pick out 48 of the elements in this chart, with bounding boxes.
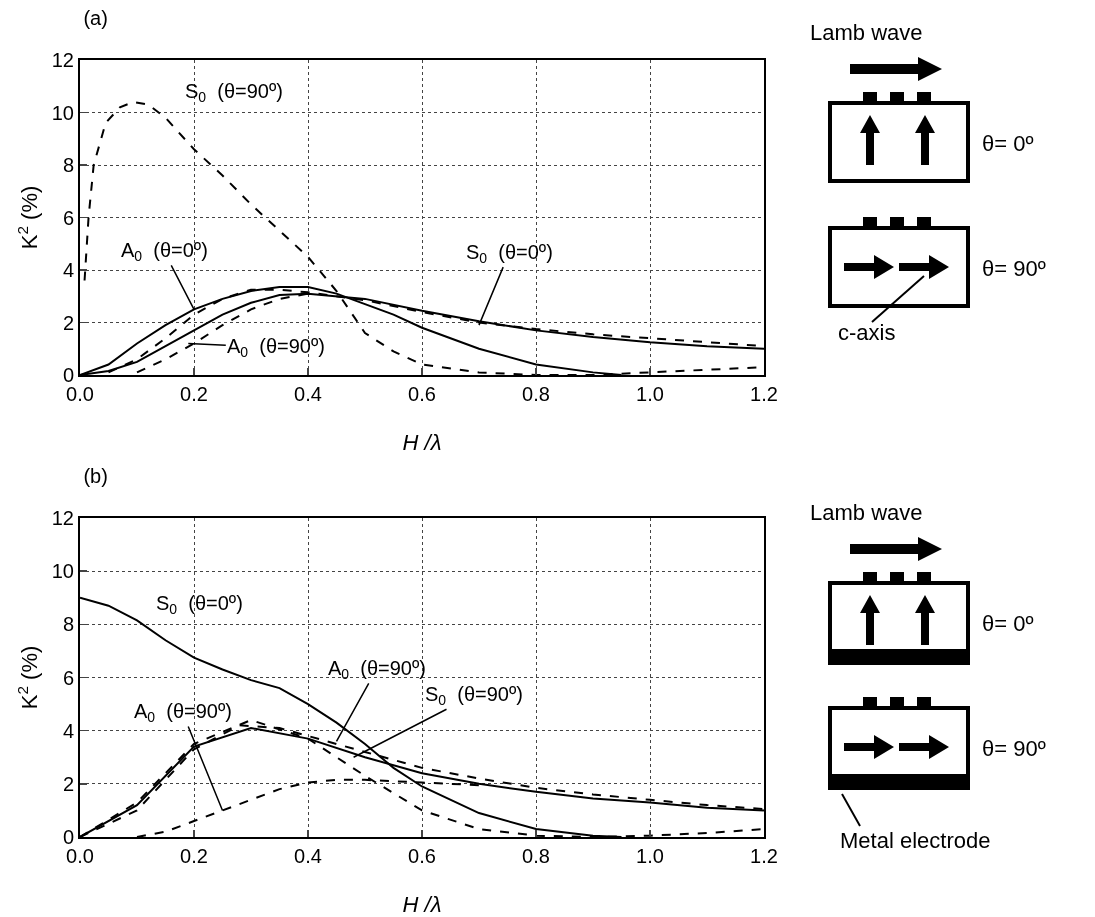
annotation: S$_{0}$ (θ=0º) (156, 592, 243, 618)
x-tick-label: 1.2 (750, 383, 778, 405)
x-tick-label: 1.0 (636, 383, 664, 405)
y-tick-label: 6 (62, 206, 74, 229)
x-tick-label: 1.2 (750, 845, 778, 867)
y-tick-label: 0 (62, 826, 74, 848)
y-tick-label: 2 (62, 772, 74, 795)
text: Lamb wave (810, 20, 923, 45)
text: θ= 90º (982, 736, 1046, 761)
x-tick-label: 0.4 (294, 383, 322, 405)
x-tick-label: 0.4 (294, 845, 322, 867)
annotation: A$_{0}$ (θ=90º) (134, 700, 232, 726)
y-tick-label: 2 (62, 311, 74, 334)
x-tick-label: 0.6 (408, 845, 436, 867)
annotation: A$_{0}$ (θ=0º) (121, 239, 208, 265)
text: θ= 0º (982, 131, 1034, 156)
y-tick-label: 12 (51, 49, 74, 71)
y-tick-label: 4 (62, 719, 74, 742)
x-tick-label: 0.8 (522, 845, 550, 867)
x-tick-label: 1.0 (636, 845, 664, 867)
y-tick-label: 6 (62, 666, 74, 689)
y-tick-label: 0 (62, 364, 74, 386)
text: c-axis (838, 320, 896, 345)
annotation: A$_{0}$ (θ=90º) (227, 335, 325, 361)
annotation: S$_{0}$ (θ=90º) (185, 80, 283, 106)
y-tick-label: 4 (62, 259, 74, 281)
y-tick-label: 10 (51, 101, 74, 124)
text: θ= 90º (982, 256, 1046, 281)
x-tick-label: 0.6 (408, 383, 436, 405)
chart-title: (a) (83, 7, 108, 30)
annotation: S$_{0}$ (θ=90º) (425, 683, 523, 709)
chart-title: (b) (83, 465, 108, 488)
text: θ= 0º (982, 611, 1034, 636)
text: Metal electrode (840, 828, 991, 853)
annotation: A$_{0}$ (θ=90º) (328, 657, 426, 683)
y-tick-label: 12 (51, 507, 74, 529)
x-tick-label: 0.0 (66, 845, 94, 867)
x-axis-title: H /λ (402, 892, 442, 917)
y-tick-label: 8 (62, 154, 74, 176)
x-axis-title: H /λ (402, 430, 442, 455)
annotation: S$_{0}$ (θ=0º) (466, 241, 553, 267)
x-tick-label: 0.0 (66, 383, 94, 405)
x-tick-label: 0.2 (180, 383, 208, 405)
y-tick-label: 8 (62, 613, 74, 636)
y-tick-label: 10 (51, 560, 74, 583)
text: Lamb wave (810, 500, 923, 525)
x-tick-label: 0.2 (180, 845, 208, 867)
x-tick-label: 0.8 (522, 383, 550, 405)
